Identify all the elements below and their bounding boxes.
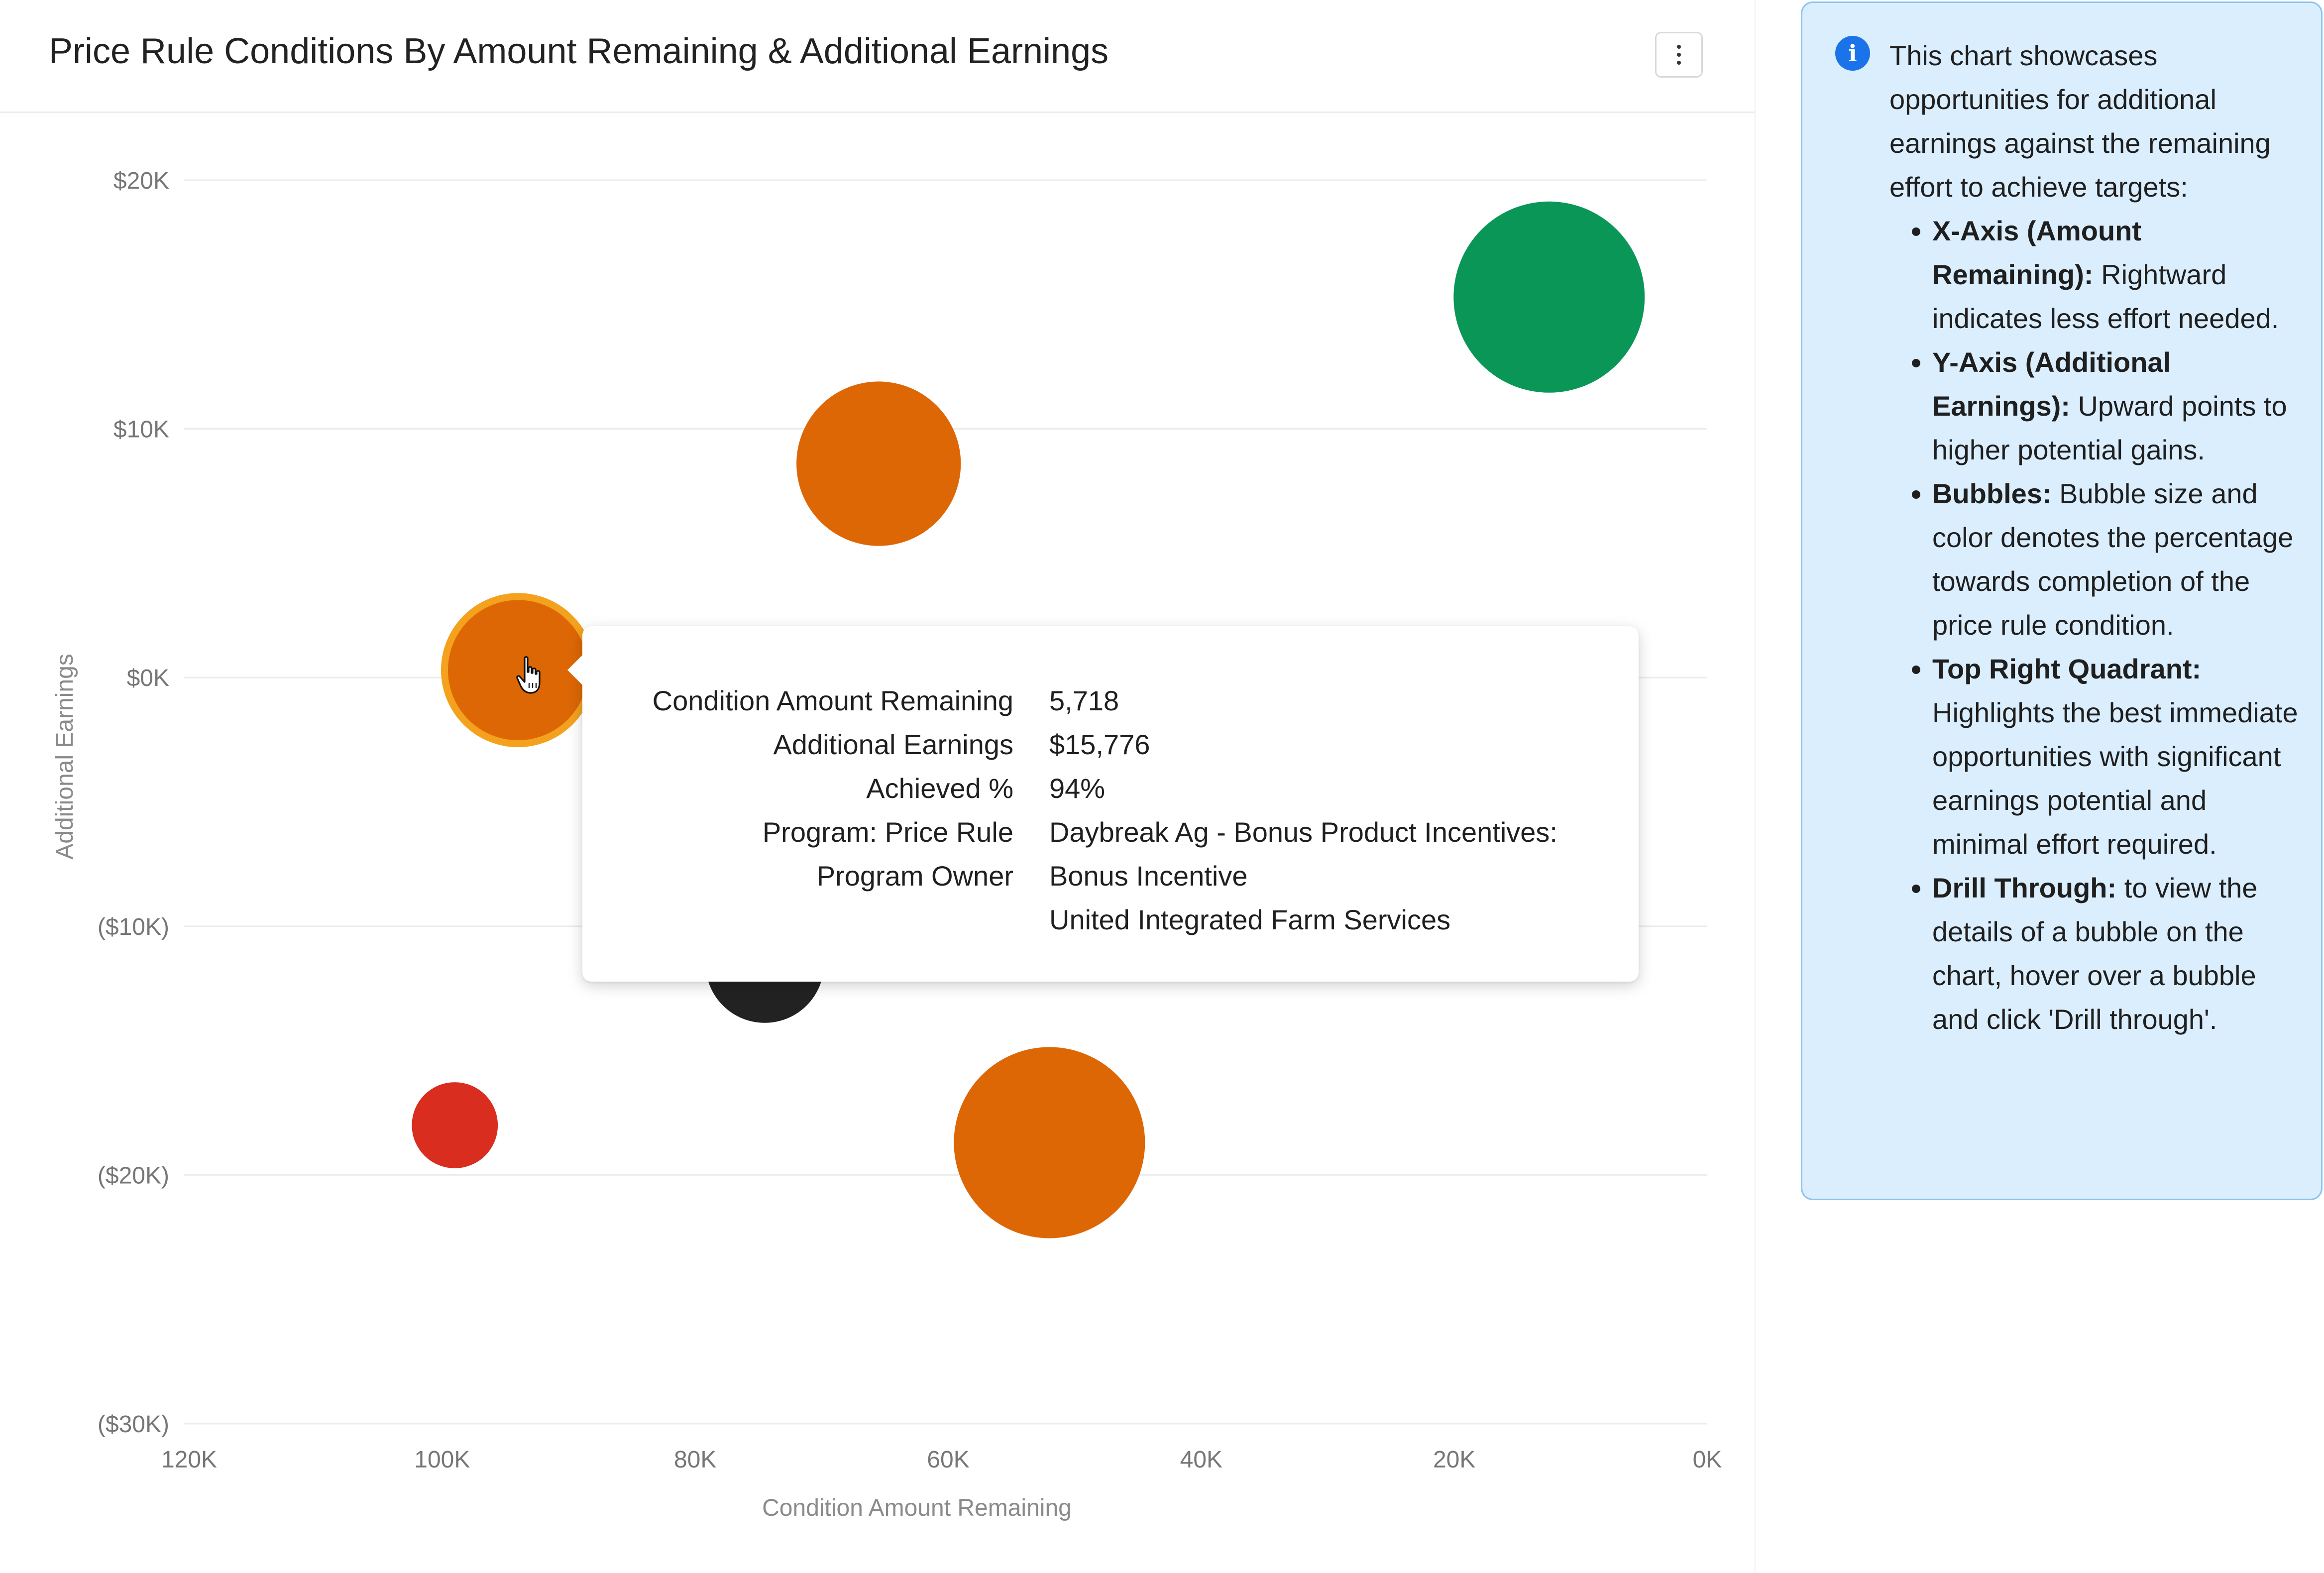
x-tick-label: 60K [927,1447,969,1473]
card-header: Price Rule Conditions By Amount Remainin… [0,0,1755,113]
y-tick-label: ($20K) [98,1162,169,1189]
tooltip-label: Program: Price Rule [762,816,1013,848]
info-intro: This chart showcases opportunities for a… [1889,40,2271,203]
info-panel: i This chart showcases opportunities for… [1801,1,2323,1200]
info-list-item: Bubbles: Bubble size and color denotes t… [1932,472,2308,647]
bubble-chart: $20K $10K $0K ($10K) ($20K) ($30K) 120K 100K 80… [52,168,1722,1521]
y-tick-label: $20K [113,168,169,194]
info-term: Top Right Quadrant: [1932,653,2202,684]
info-list-item: Drill Through: to view the details of a … [1932,866,2308,1041]
info-icon: i [1835,36,1870,71]
bubble[interactable] [412,1082,498,1168]
tooltip-arrow [567,654,583,686]
info-term: Y-Axis (Additional Earnings): [1932,346,2171,422]
y-tick-label: ($30K) [98,1411,169,1438]
x-tick-label: 0K [1693,1447,1722,1473]
info-list: X-Axis (Amount Remaining): Rightward ind… [1889,209,2308,1041]
tooltip-value: $15,776 [1049,729,1150,760]
x-tick-label: 20K [1433,1447,1475,1473]
info-description: Rightward indicates less effort needed. [1932,259,2279,334]
chart-card: Price Rule Conditions By Amount Remainin… [0,0,1756,1573]
tooltip-labels: Condition Amount Remaining Additional Ea… [653,679,1013,942]
info-list-item: Y-Axis (Additional Earnings): Upward poi… [1932,340,2308,472]
x-axis-title: Condition Amount Remaining [762,1495,1072,1521]
info-term: Drill Through: [1932,872,2117,903]
x-tick-label: 100K [414,1447,470,1473]
tooltip-label [653,898,1013,942]
info-list-item: Top Right Quadrant: Highlights the best … [1932,647,2308,866]
tooltip-value: 5,718 [1049,685,1119,716]
x-tick-label: 120K [161,1447,217,1473]
chart-title: Price Rule Conditions By Amount Remainin… [49,31,1109,71]
info-term: X-Axis (Amount Remaining): [1932,215,2141,290]
more-options-button[interactable] [1655,32,1703,78]
x-axis-ticks: 120K 100K 80K 60K 40K 20K 0K [161,1447,1722,1473]
tooltip-values: 5,718 $15,776 94% Daybreak Ag - Bonus Pr… [1049,679,1557,942]
bubble[interactable] [1453,201,1645,393]
tooltip-label: Achieved % [866,773,1013,804]
info-term: Bubbles: [1932,478,2052,509]
info-text: This chart showcases opportunities for a… [1889,34,2308,1041]
info-description: Upward points to higher potential gains. [1932,390,2287,465]
y-axis-title: Additional Earnings [52,654,78,860]
bubble[interactable] [796,381,961,546]
tooltip-label: Additional Earnings [773,729,1013,760]
info-description: Highlights the best immediate opportunit… [1932,697,2298,860]
info-list-item: X-Axis (Amount Remaining): Rightward ind… [1932,209,2308,340]
tooltip-label: Condition Amount Remaining [652,685,1013,716]
tooltip-value: Daybreak Ag - Bonus Product Incentives: [1049,816,1557,848]
bubble[interactable] [954,1047,1145,1238]
y-tick-label: $10K [113,417,169,443]
vertical-ellipsis-icon [1677,45,1681,65]
tooltip-value: Bonus Incentive [1049,860,1248,892]
info-description: Bubble size and color denotes the percen… [1932,478,2294,641]
info-description: to view the details of a bubble on the c… [1932,872,2258,1035]
x-tick-label: 40K [1180,1447,1222,1473]
bubble-tooltip: Condition Amount Remaining Additional Ea… [567,626,1639,982]
tooltip-label: Program Owner [816,860,1013,892]
x-tick-label: 80K [674,1447,716,1473]
tooltip-value: United Integrated Farm Services [1049,904,1451,935]
y-axis-ticks: $20K $10K $0K ($10K) ($20K) ($30K) [98,168,169,1438]
hand-pointer-cursor-icon [516,656,541,694]
y-tick-label: $0K [127,665,169,691]
tooltip-value: 94% [1049,773,1106,804]
y-tick-label: ($10K) [98,914,169,940]
